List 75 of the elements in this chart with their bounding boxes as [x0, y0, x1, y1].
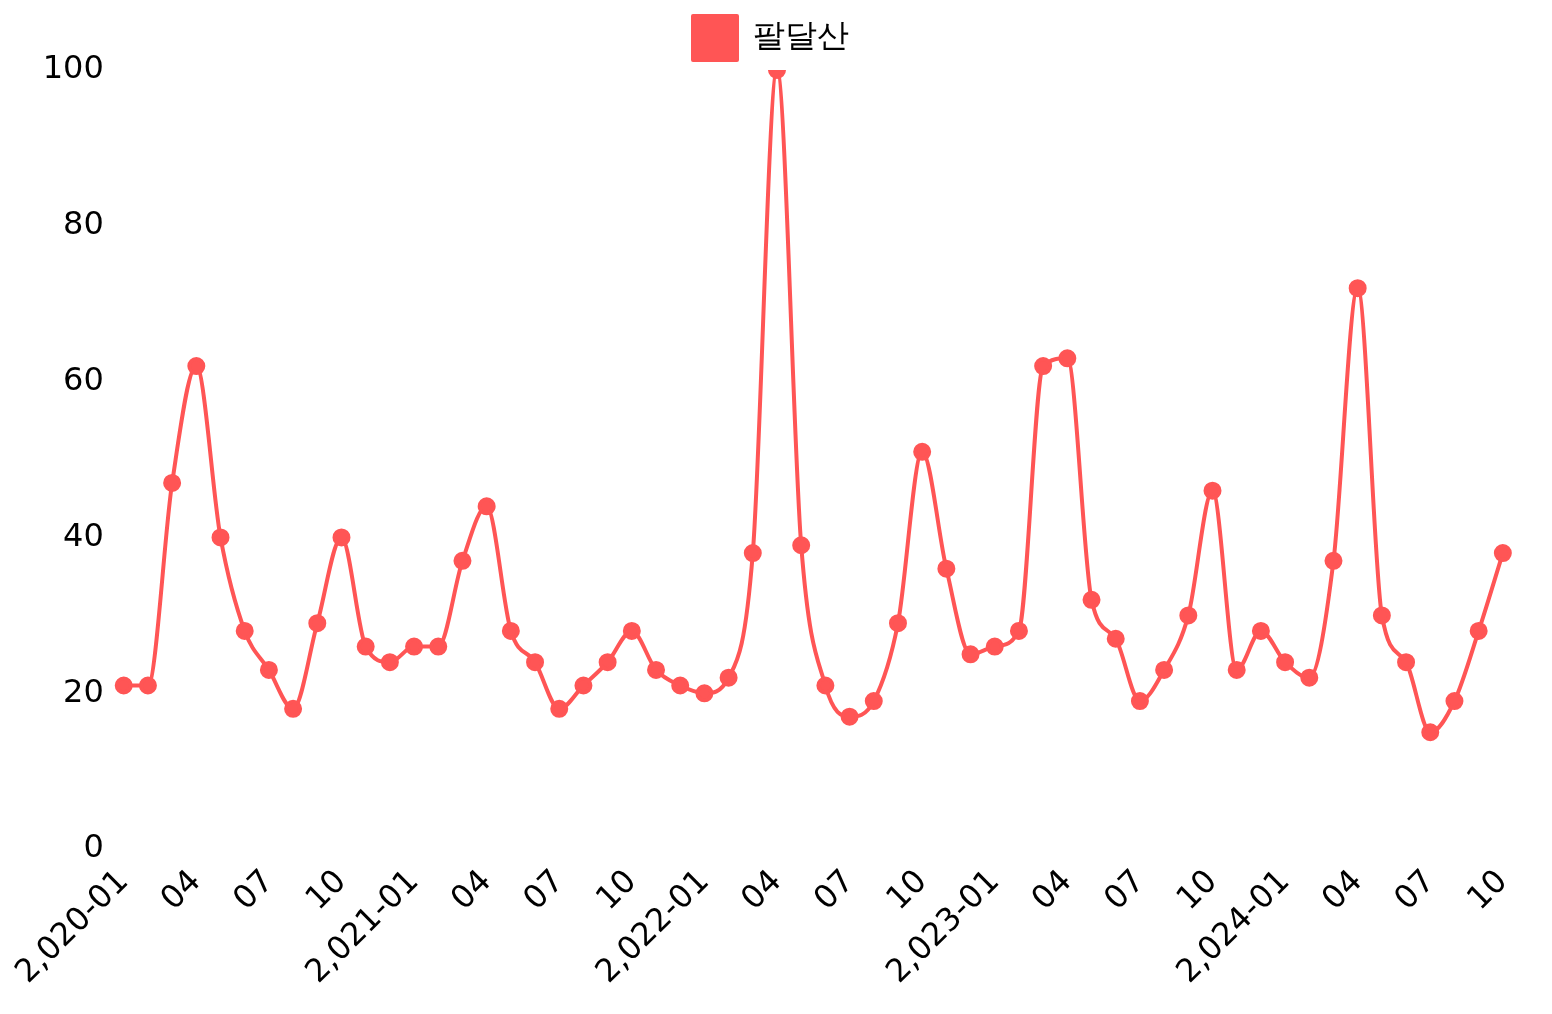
point [259, 660, 278, 679]
point [1348, 279, 1367, 298]
y-tick-label: 60 [63, 359, 104, 398]
x-tick-label: 07 [224, 861, 281, 918]
point [985, 637, 1004, 656]
point [647, 660, 666, 679]
x-tick-label: 04 [152, 861, 208, 918]
point [888, 614, 907, 633]
y-tick-label: 20 [63, 671, 104, 710]
y-tick-label: 80 [63, 204, 104, 243]
point [1324, 551, 1343, 570]
point [913, 442, 932, 461]
point [743, 544, 762, 563]
point [961, 645, 980, 664]
x-tick-label: 04 [1313, 861, 1370, 918]
point [550, 699, 569, 718]
point [308, 614, 327, 633]
point [1179, 606, 1198, 625]
point [1493, 544, 1512, 563]
legend-label: 팔달산 [753, 16, 849, 55]
point [1082, 590, 1101, 609]
point [574, 676, 593, 695]
x-tick-label: 07 [1386, 861, 1442, 918]
point [1300, 668, 1319, 687]
x-tick-label: 07 [515, 861, 571, 918]
point [332, 528, 351, 547]
point [864, 692, 883, 711]
point [937, 559, 956, 578]
point [429, 637, 448, 656]
x-tick-label: 07 [1095, 861, 1152, 918]
point [1421, 723, 1440, 742]
point [1155, 660, 1174, 679]
point [138, 676, 157, 695]
point [356, 637, 375, 656]
point [114, 676, 133, 695]
x-tick-label: 04 [442, 861, 499, 918]
point [1203, 481, 1222, 500]
point [719, 668, 738, 687]
point [1009, 621, 1028, 640]
point [187, 357, 206, 376]
x-tick-label: 04 [1023, 861, 1079, 918]
x-tick-label: 04 [732, 861, 789, 918]
point [1445, 692, 1464, 711]
point [284, 699, 303, 718]
point [380, 653, 399, 672]
point [671, 676, 690, 695]
point [1227, 660, 1246, 679]
point [792, 536, 811, 555]
y-tick-label: 0 [83, 827, 104, 866]
point [622, 621, 641, 640]
point [1130, 692, 1149, 711]
point [816, 676, 835, 695]
point [1276, 653, 1295, 672]
point [1106, 629, 1125, 648]
point [1469, 621, 1488, 640]
x-tick-label: 07 [805, 861, 862, 918]
x-tick-label: 10 [1458, 861, 1515, 918]
point [1372, 606, 1391, 625]
point [501, 621, 520, 640]
point [405, 637, 424, 656]
point [840, 707, 859, 726]
point [211, 528, 230, 547]
point [235, 621, 254, 640]
y-tick-label: 40 [63, 515, 104, 554]
point [1034, 357, 1053, 376]
point [526, 653, 545, 672]
point [1251, 621, 1270, 640]
point [1397, 653, 1416, 672]
point [477, 497, 496, 516]
point [163, 473, 182, 492]
point [1058, 349, 1077, 368]
point [453, 551, 472, 570]
y-tick-label: 100 [42, 48, 104, 87]
point [695, 684, 714, 703]
point [598, 653, 617, 672]
